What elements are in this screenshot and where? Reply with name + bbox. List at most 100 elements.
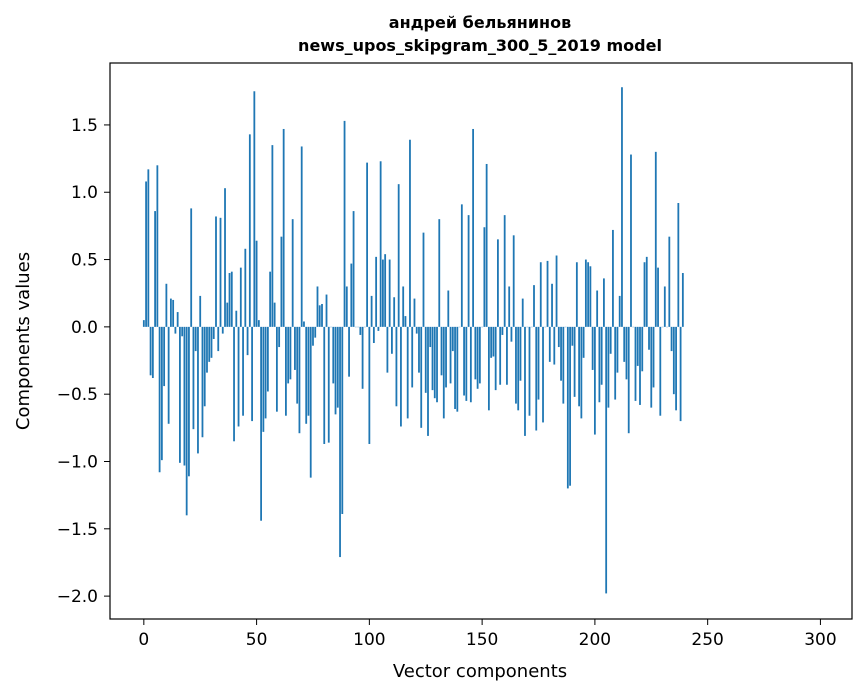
bar [445, 326, 447, 388]
bar [176, 312, 179, 327]
bar [508, 286, 511, 327]
chart-subtitle: news_upos_skipgram_300_5_2019 model [298, 36, 662, 55]
bar [278, 326, 281, 348]
bar [321, 303, 323, 327]
bar [451, 326, 454, 352]
bar [659, 326, 662, 416]
bar [372, 326, 375, 344]
bar [607, 326, 610, 408]
bar [154, 211, 156, 327]
bar [149, 326, 152, 376]
bar [197, 326, 199, 454]
bar [454, 326, 456, 409]
bar [368, 326, 371, 444]
bar [359, 326, 362, 335]
bar [246, 326, 249, 356]
x-tick-label: 250 [691, 630, 723, 650]
bar [348, 326, 350, 377]
bar [681, 273, 684, 327]
bar [420, 326, 423, 428]
bar [334, 326, 337, 415]
x-axis-label: Vector components [393, 661, 567, 682]
bar [269, 271, 272, 327]
bar [612, 229, 614, 327]
bar-series [142, 87, 684, 594]
bar [546, 260, 549, 327]
bar [670, 326, 673, 352]
bar [179, 326, 181, 463]
bar [560, 326, 562, 381]
y-tick-label: −2.0 [57, 587, 98, 607]
bar [456, 326, 459, 412]
bar [395, 326, 398, 407]
bar [447, 290, 450, 327]
bar [409, 139, 411, 327]
bar [285, 326, 287, 416]
bar [533, 285, 535, 327]
bar [469, 326, 472, 403]
bar [233, 326, 235, 442]
bar [188, 326, 190, 477]
bar [160, 326, 163, 461]
bar [580, 326, 583, 419]
bar [244, 248, 247, 327]
bar [312, 326, 314, 346]
bar [422, 232, 425, 327]
chart-title: андрей бельянинов [389, 13, 571, 32]
bar [424, 326, 427, 393]
bar [345, 286, 348, 327]
bar [494, 326, 497, 391]
bar [648, 326, 650, 350]
y-tick-label: 1.0 [71, 183, 98, 203]
bar [537, 326, 540, 400]
bar [639, 326, 641, 405]
bar [677, 203, 680, 327]
bar [524, 326, 526, 436]
bar [350, 263, 353, 327]
bar [551, 283, 553, 327]
bar [460, 204, 463, 327]
y-tick-label: −1.0 [57, 452, 98, 472]
bar [260, 326, 262, 521]
bar [361, 326, 364, 389]
bar [201, 326, 204, 438]
bar [194, 326, 197, 352]
bar [643, 262, 646, 327]
bar [402, 286, 405, 327]
bar [248, 134, 251, 327]
bar [235, 310, 238, 327]
y-tick-label: 0.5 [71, 251, 98, 271]
bar [352, 211, 355, 327]
bar [641, 326, 644, 372]
x-tick-label: 150 [466, 630, 498, 650]
bar [386, 326, 389, 373]
bar [199, 295, 202, 327]
bar [174, 326, 177, 334]
bar [332, 326, 335, 384]
bar [616, 326, 619, 373]
bar [273, 302, 276, 327]
bar [429, 326, 432, 348]
bar [433, 326, 436, 399]
bar [499, 326, 502, 385]
bar [569, 326, 571, 486]
bar [266, 326, 269, 392]
bar [282, 128, 285, 327]
bar [501, 326, 504, 335]
bar [645, 256, 648, 327]
bar [436, 326, 438, 403]
bar [578, 326, 580, 407]
bar [226, 302, 229, 327]
bar [555, 255, 558, 327]
bar [584, 259, 587, 327]
bar [296, 326, 299, 404]
bar [271, 145, 274, 327]
bar [206, 326, 208, 373]
bar [591, 326, 594, 370]
bar [221, 326, 224, 334]
bar [587, 262, 590, 327]
bar [573, 326, 576, 397]
bar [228, 273, 231, 327]
bar [654, 151, 657, 327]
